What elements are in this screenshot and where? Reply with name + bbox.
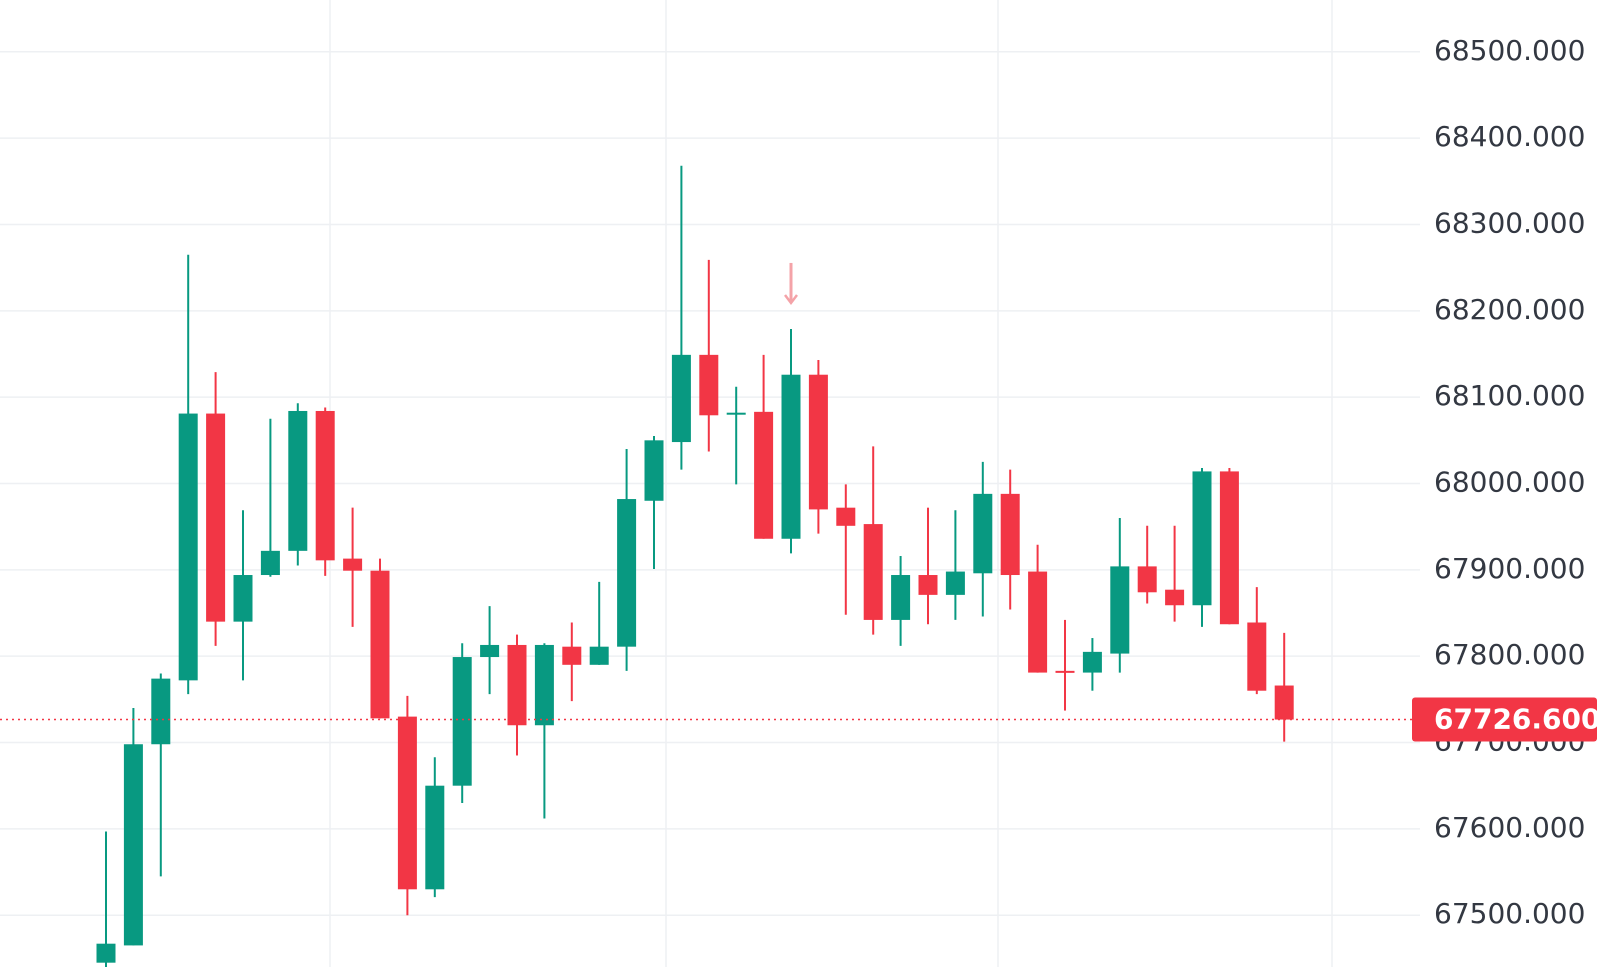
grid xyxy=(0,0,1420,967)
candle-body xyxy=(754,411,774,539)
y-tick-label: 67800.000 xyxy=(1434,638,1585,671)
candle-body xyxy=(1137,566,1157,593)
candle-body xyxy=(233,575,253,622)
candle-body xyxy=(1000,493,1020,576)
candle-body xyxy=(534,644,554,726)
overlay: 67500.00067600.00067700.00067800.0006790… xyxy=(0,34,1600,930)
candle-body xyxy=(315,410,335,561)
y-tick-label: 68300.000 xyxy=(1434,206,1585,239)
candle-body xyxy=(397,716,417,890)
y-tick-label: 68500.000 xyxy=(1434,34,1585,67)
candle-body xyxy=(1028,571,1048,673)
last-price-tag xyxy=(1412,697,1597,742)
candle-body xyxy=(863,524,883,620)
y-tick-label: 68100.000 xyxy=(1434,379,1585,412)
candle-body xyxy=(726,412,746,415)
candles xyxy=(96,165,1294,967)
candle-body xyxy=(206,413,226,622)
candle-body xyxy=(1082,651,1102,673)
y-tick-label: 67600.000 xyxy=(1434,811,1585,844)
candle-body xyxy=(507,644,527,726)
candle-body xyxy=(781,374,801,539)
candle-body xyxy=(370,570,390,719)
candle-body xyxy=(1165,589,1185,606)
y-tick-label: 68400.000 xyxy=(1434,120,1585,153)
candle-body xyxy=(151,678,171,745)
candle-body xyxy=(1219,471,1239,625)
candle-body xyxy=(452,657,472,786)
candle-body xyxy=(480,644,500,658)
signal-arrow-head xyxy=(784,294,798,306)
candle-body xyxy=(918,575,938,595)
candle-body xyxy=(343,558,363,571)
candle-body xyxy=(644,440,664,501)
candle-body xyxy=(699,354,719,416)
candle-body xyxy=(1274,685,1294,720)
candle-body xyxy=(836,507,856,526)
candle-body xyxy=(260,550,280,576)
candle-body xyxy=(617,499,637,647)
candle-body xyxy=(1247,622,1267,691)
last-price-label: 67726.600 xyxy=(1434,703,1600,736)
candle-body xyxy=(671,354,691,443)
candle-body xyxy=(425,785,445,890)
candle-body xyxy=(288,410,308,551)
y-tick-label: 68000.000 xyxy=(1434,466,1585,499)
y-tick-label: 67500.000 xyxy=(1434,897,1585,930)
candle-body xyxy=(178,413,198,681)
candle-body xyxy=(973,493,993,574)
candle-body xyxy=(1055,670,1075,673)
candle-body xyxy=(123,744,143,946)
candle-body xyxy=(1110,566,1130,654)
candle-body xyxy=(808,374,828,510)
y-tick-label: 67900.000 xyxy=(1434,552,1585,585)
candle-body xyxy=(945,571,965,595)
candle-body xyxy=(562,646,582,665)
candle-body xyxy=(96,943,116,963)
candle-body xyxy=(1192,471,1212,606)
y-tick-label: 68200.000 xyxy=(1434,293,1585,326)
candle-body xyxy=(589,646,609,665)
candle-body xyxy=(891,575,911,620)
